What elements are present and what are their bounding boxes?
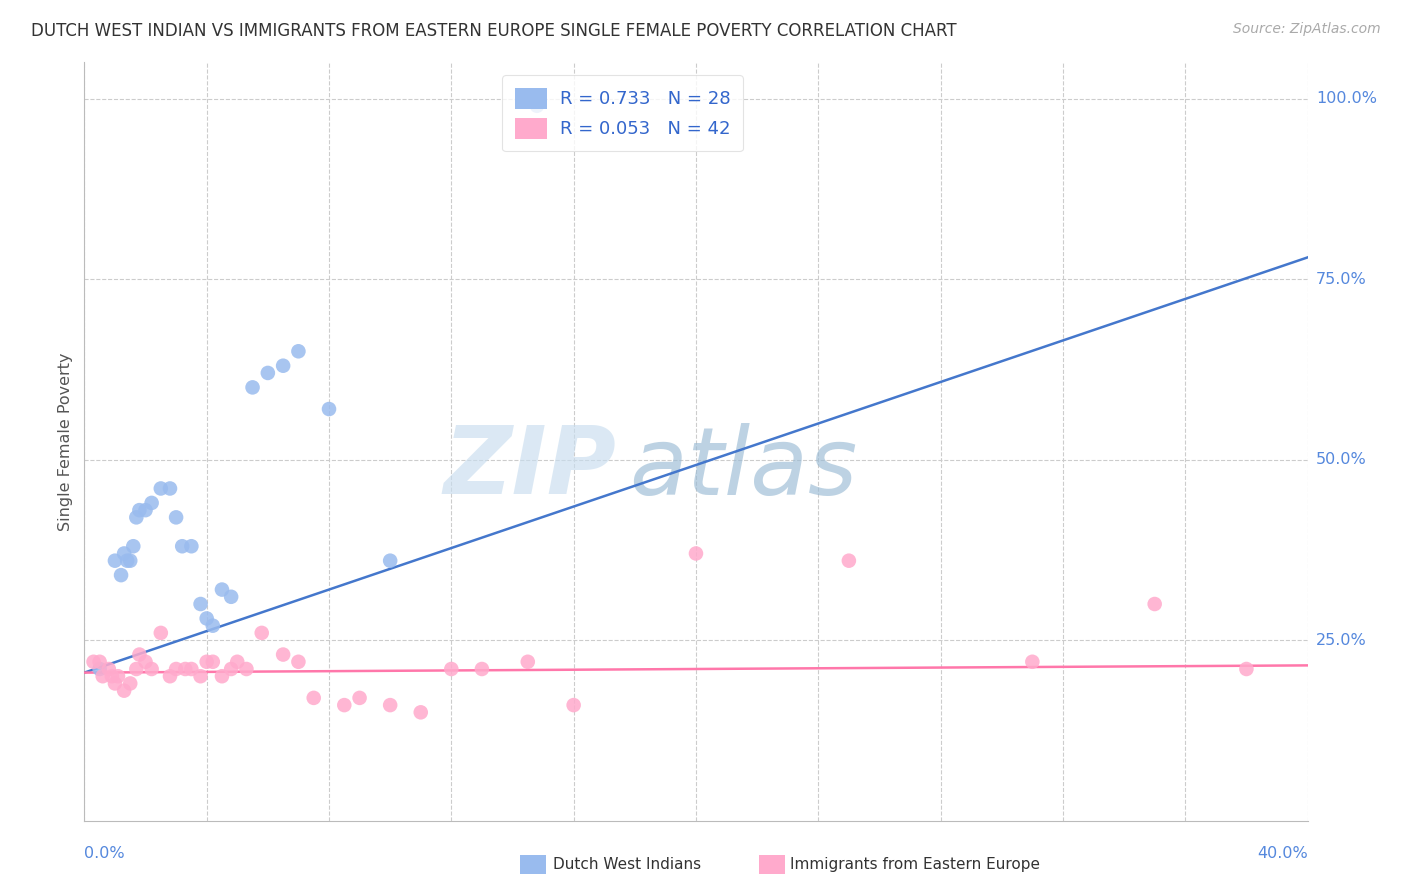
- Point: [97, 662, 120, 676]
- Point: [83, 655, 105, 669]
- Point: [125, 662, 148, 676]
- Point: [159, 669, 181, 683]
- Point: [562, 698, 585, 712]
- Point: [226, 655, 249, 669]
- Point: [685, 546, 707, 560]
- Point: [120, 676, 142, 690]
- Point: [112, 683, 135, 698]
- Text: 25.0%: 25.0%: [1316, 632, 1367, 648]
- Text: DUTCH WEST INDIAN VS IMMIGRANTS FROM EASTERN EUROPE SINGLE FEMALE POVERTY CORREL: DUTCH WEST INDIAN VS IMMIGRANTS FROM EAS…: [31, 22, 956, 40]
- Point: [110, 568, 132, 582]
- Point: [211, 582, 233, 597]
- Point: [141, 662, 163, 676]
- Point: [302, 690, 325, 705]
- Text: Dutch West Indians: Dutch West Indians: [553, 857, 700, 871]
- Point: [89, 655, 111, 669]
- Point: [190, 597, 212, 611]
- Point: [201, 618, 224, 632]
- Point: [1021, 655, 1043, 669]
- Point: [409, 706, 432, 720]
- Text: Source: ZipAtlas.com: Source: ZipAtlas.com: [1233, 22, 1381, 37]
- Point: [149, 626, 172, 640]
- Text: 75.0%: 75.0%: [1316, 271, 1367, 286]
- Y-axis label: Single Female Poverty: Single Female Poverty: [58, 352, 73, 531]
- Point: [91, 669, 114, 683]
- Point: [172, 539, 194, 553]
- Point: [271, 359, 294, 373]
- Legend: R = 0.733   N = 28, R = 0.053   N = 42: R = 0.733 N = 28, R = 0.053 N = 42: [502, 75, 744, 152]
- Point: [287, 344, 309, 359]
- Text: ZIP: ZIP: [443, 422, 616, 514]
- Text: Immigrants from Eastern Europe: Immigrants from Eastern Europe: [790, 857, 1040, 871]
- Text: 50.0%: 50.0%: [1316, 452, 1367, 467]
- Point: [195, 655, 218, 669]
- Point: [159, 482, 181, 496]
- Bar: [759, 855, 785, 874]
- Point: [219, 662, 242, 676]
- Text: atlas: atlas: [628, 423, 856, 514]
- Point: [104, 676, 127, 690]
- Point: [128, 648, 150, 662]
- Point: [180, 539, 202, 553]
- Point: [333, 698, 356, 712]
- Point: [526, 99, 548, 113]
- Point: [271, 648, 294, 662]
- Point: [165, 662, 187, 676]
- Point: [318, 402, 340, 417]
- Point: [174, 662, 197, 676]
- Text: 100.0%: 100.0%: [1316, 91, 1376, 106]
- Point: [838, 554, 860, 568]
- Point: [115, 554, 138, 568]
- Point: [190, 669, 212, 683]
- Point: [149, 482, 172, 496]
- Point: [380, 698, 402, 712]
- Point: [135, 503, 157, 517]
- Point: [89, 662, 111, 676]
- Text: 40.0%: 40.0%: [1257, 846, 1308, 861]
- Point: [471, 662, 494, 676]
- Point: [125, 510, 148, 524]
- Point: [101, 669, 124, 683]
- Point: [287, 655, 309, 669]
- Point: [1143, 597, 1166, 611]
- Point: [516, 655, 538, 669]
- Point: [380, 554, 402, 568]
- Point: [219, 590, 242, 604]
- Point: [112, 546, 135, 560]
- Point: [250, 626, 273, 640]
- Point: [211, 669, 233, 683]
- Point: [165, 510, 187, 524]
- Point: [141, 496, 163, 510]
- Point: [180, 662, 202, 676]
- Point: [128, 503, 150, 517]
- Text: 0.0%: 0.0%: [84, 846, 125, 861]
- Point: [122, 539, 145, 553]
- Point: [195, 611, 218, 625]
- Point: [235, 662, 257, 676]
- Point: [242, 380, 264, 394]
- Point: [104, 554, 127, 568]
- Point: [349, 690, 371, 705]
- Point: [440, 662, 463, 676]
- Point: [120, 554, 142, 568]
- Bar: [520, 855, 546, 874]
- Point: [1236, 662, 1258, 676]
- Point: [107, 669, 129, 683]
- Point: [201, 655, 224, 669]
- Point: [257, 366, 280, 380]
- Point: [135, 655, 157, 669]
